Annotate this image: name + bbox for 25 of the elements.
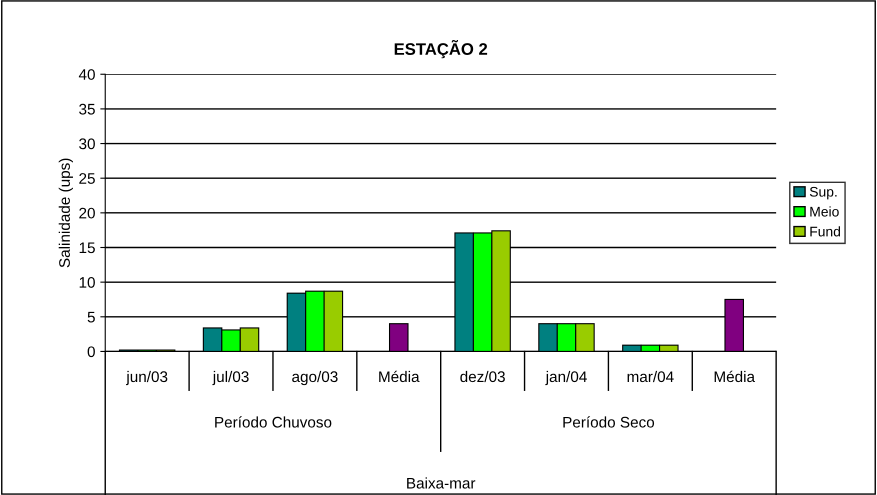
x-tick-label: ago/03 xyxy=(292,370,338,386)
x-tick-label: jan/04 xyxy=(545,370,587,386)
x-tick-label: Média xyxy=(714,370,756,382)
legend-label: Fund xyxy=(810,226,840,236)
y-tick-label: 30 xyxy=(79,138,95,150)
text: Período Chuvoso xyxy=(215,416,332,428)
x-tick-label: mar/04 xyxy=(628,370,674,382)
y-tick-label: 20 xyxy=(79,208,95,219)
x-tick-label: dez/03 xyxy=(460,370,505,382)
chart-title: ESTAÇÃO 2 xyxy=(394,40,488,58)
y-tick-label: 5 xyxy=(88,312,95,322)
y-tick-label: 0 xyxy=(88,346,95,358)
y-axis-title: Salinidade (ups) xyxy=(58,158,73,268)
legend-label: Sup. xyxy=(810,186,837,200)
legend-label: Meio xyxy=(810,206,839,217)
x-tick-label: jun/03 xyxy=(126,370,168,386)
text: Baixa-mar xyxy=(407,477,476,489)
x-tick-label: jul/03 xyxy=(212,370,249,386)
y-tick-label: 15 xyxy=(80,242,95,254)
y-tick-label: 40 xyxy=(78,69,95,80)
y-tick-label: 35 xyxy=(79,104,95,115)
text: Período Seco xyxy=(563,416,654,428)
y-tick-label: 25 xyxy=(79,173,95,184)
y-tick-label: 10 xyxy=(80,277,95,288)
x-tick-label: Média xyxy=(379,370,420,382)
